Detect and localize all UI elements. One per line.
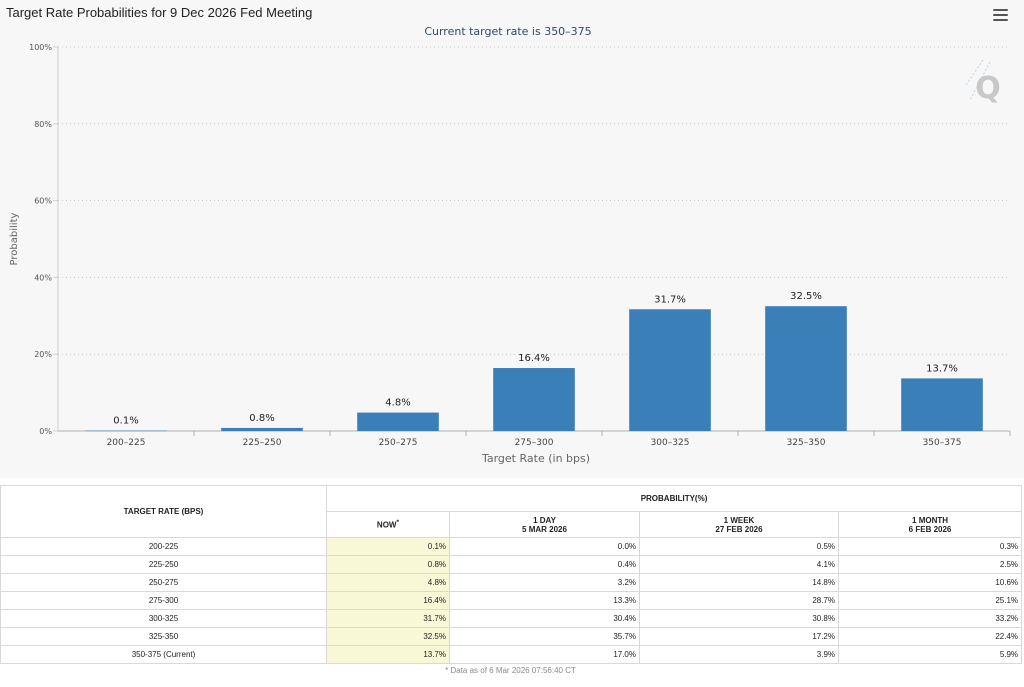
cell-rate: 250-275	[0, 573, 327, 592]
cell-now: 13.7%	[326, 645, 450, 664]
header-now-mark: *	[396, 519, 400, 527]
cell-now: 0.1%	[326, 537, 450, 556]
chart-subtitle: Current target rate is 350–375	[424, 25, 591, 38]
header-now-label: NOW	[376, 520, 397, 530]
chart-title: Target Rate Probabilities for 9 Dec 2026…	[6, 5, 313, 20]
y-axis-label: Probability	[9, 212, 20, 265]
y-tick-label: 20%	[34, 350, 52, 359]
watermark-letter: Q	[975, 71, 1001, 106]
header-1-month-date: 6 FEB 2026	[908, 524, 952, 534]
header-1-day-date: 5 MAR 2026	[522, 524, 567, 534]
table-row: 300-325 31.7% 30.4% 30.8% 33.2%	[0, 609, 1023, 628]
cell-rate: 275-300	[0, 591, 327, 610]
cell-1-month: 33.2%	[837, 609, 1023, 628]
cell-1-month: 22.4%	[837, 627, 1023, 646]
data-label: 0.1%	[113, 416, 138, 427]
cell-now: 31.7%	[326, 609, 450, 628]
bar[interactable]	[629, 309, 711, 431]
bar[interactable]	[357, 412, 439, 431]
y-tick-label: 60%	[34, 197, 52, 206]
bar-chart: Current target rate is 350–375 Q 0% 20% 40…	[9, 25, 1011, 465]
cell-1-month: 2.5%	[837, 555, 1023, 574]
bar[interactable]	[901, 378, 983, 431]
cell-1-month: 5.9%	[837, 645, 1023, 664]
x-tick-label: 325–350	[787, 438, 826, 448]
cell-1-day: 0.4%	[449, 555, 640, 574]
cell-1-day: 13.3%	[449, 591, 640, 610]
header-1-week: 1 WEEK 27 FEB 2026	[639, 511, 839, 538]
cell-1-day: 3.2%	[449, 573, 640, 592]
cell-1-day: 35.7%	[449, 627, 640, 646]
cell-now: 32.5%	[326, 627, 450, 646]
data-label: 31.7%	[654, 294, 686, 305]
x-tick-label: 300–325	[651, 438, 690, 448]
cell-1-week: 4.1%	[639, 555, 839, 574]
y-tick-label: 80%	[34, 120, 52, 129]
cell-now: 0.8%	[326, 555, 450, 574]
data-label: 13.7%	[926, 363, 958, 374]
cell-1-day: 30.4%	[449, 609, 640, 628]
table-row: 200-225 0.1% 0.0% 0.5% 0.3%	[0, 537, 1023, 556]
cell-rate: 350-375 (Current)	[0, 645, 327, 664]
bar[interactable]	[221, 427, 303, 431]
table-row: 275-300 16.4% 13.3% 28.7% 25.1%	[0, 591, 1023, 610]
cell-1-week: 3.9%	[639, 645, 839, 664]
cell-rate: 200-225	[0, 537, 327, 556]
x-tick-label: 225–250	[243, 438, 282, 448]
y-tick-label: 100%	[29, 43, 52, 52]
cell-1-month: 0.3%	[837, 537, 1023, 556]
probability-table: TARGET RATE (BPS) PROBABILITY(%) NOW* 1 …	[0, 485, 1023, 664]
data-label: 4.8%	[385, 398, 410, 409]
probability-table-container: TARGET RATE (BPS) PROBABILITY(%) NOW* 1 …	[0, 485, 1023, 664]
cell-rate: 325-350	[0, 627, 327, 646]
bar[interactable]	[85, 430, 167, 432]
cell-now: 16.4%	[326, 591, 450, 610]
x-tick-label: 350–375	[923, 438, 962, 448]
x-tick-label: 250–275	[379, 438, 418, 448]
cell-1-day: 0.0%	[449, 537, 640, 556]
cell-1-month: 25.1%	[837, 591, 1023, 610]
header-probability: PROBABILITY(%)	[325, 485, 1023, 512]
cell-1-week: 28.7%	[639, 591, 839, 610]
cell-1-week: 30.8%	[639, 609, 839, 628]
bar[interactable]	[493, 368, 575, 431]
cell-rate: 300-325	[0, 609, 327, 628]
q-watermark-logo: Q	[965, 59, 1001, 106]
x-tick-label: 275–300	[515, 438, 554, 448]
data-timestamp-note: * Data as of 6 Mar 2026 07:56:40 CT	[445, 666, 576, 675]
table-row: 350-375 (Current) 13.7% 17.0% 3.9% 5.9%	[0, 645, 1023, 664]
x-tick-label: 200–225	[107, 438, 146, 448]
header-1-month: 1 MONTH 6 FEB 2026	[837, 511, 1023, 538]
y-tick-label: 40%	[34, 273, 52, 282]
header-1-week-date: 27 FEB 2026	[715, 524, 763, 534]
header-now: NOW*	[326, 511, 450, 538]
chart-panel: Target Rate Probabilities for 9 Dec 2026…	[6, 5, 1011, 465]
data-label: 16.4%	[518, 353, 550, 364]
x-axis-label: Target Rate (in bps)	[481, 452, 590, 465]
header-1-week-label: 1 WEEK	[723, 515, 755, 525]
table-row: 225-250 0.8% 0.4% 4.1% 2.5%	[0, 555, 1023, 574]
header-1-day: 1 DAY 5 MAR 2026	[449, 511, 640, 538]
header-1-month-label: 1 MONTH	[912, 515, 949, 525]
header-target-rate: TARGET RATE (BPS)	[0, 485, 327, 538]
cell-rate: 225-250	[0, 555, 327, 574]
cell-1-month: 10.6%	[837, 573, 1023, 592]
y-tick-label: 0%	[39, 427, 52, 436]
header-1-day-label: 1 DAY	[533, 515, 556, 525]
bar[interactable]	[765, 306, 847, 431]
data-label: 32.5%	[790, 291, 822, 302]
cell-now: 4.8%	[326, 573, 450, 592]
cell-1-week: 0.5%	[639, 537, 839, 556]
cell-1-week: 14.8%	[639, 573, 839, 592]
cell-1-day: 17.0%	[449, 645, 640, 664]
cell-1-week: 17.2%	[639, 627, 839, 646]
data-label: 0.8%	[249, 413, 274, 424]
table-row: 250-275 4.8% 3.2% 14.8% 10.6%	[0, 573, 1023, 592]
table-row: 325-350 32.5% 35.7% 17.2% 22.4%	[0, 627, 1023, 646]
hamburger-menu-icon[interactable]	[993, 9, 1008, 22]
